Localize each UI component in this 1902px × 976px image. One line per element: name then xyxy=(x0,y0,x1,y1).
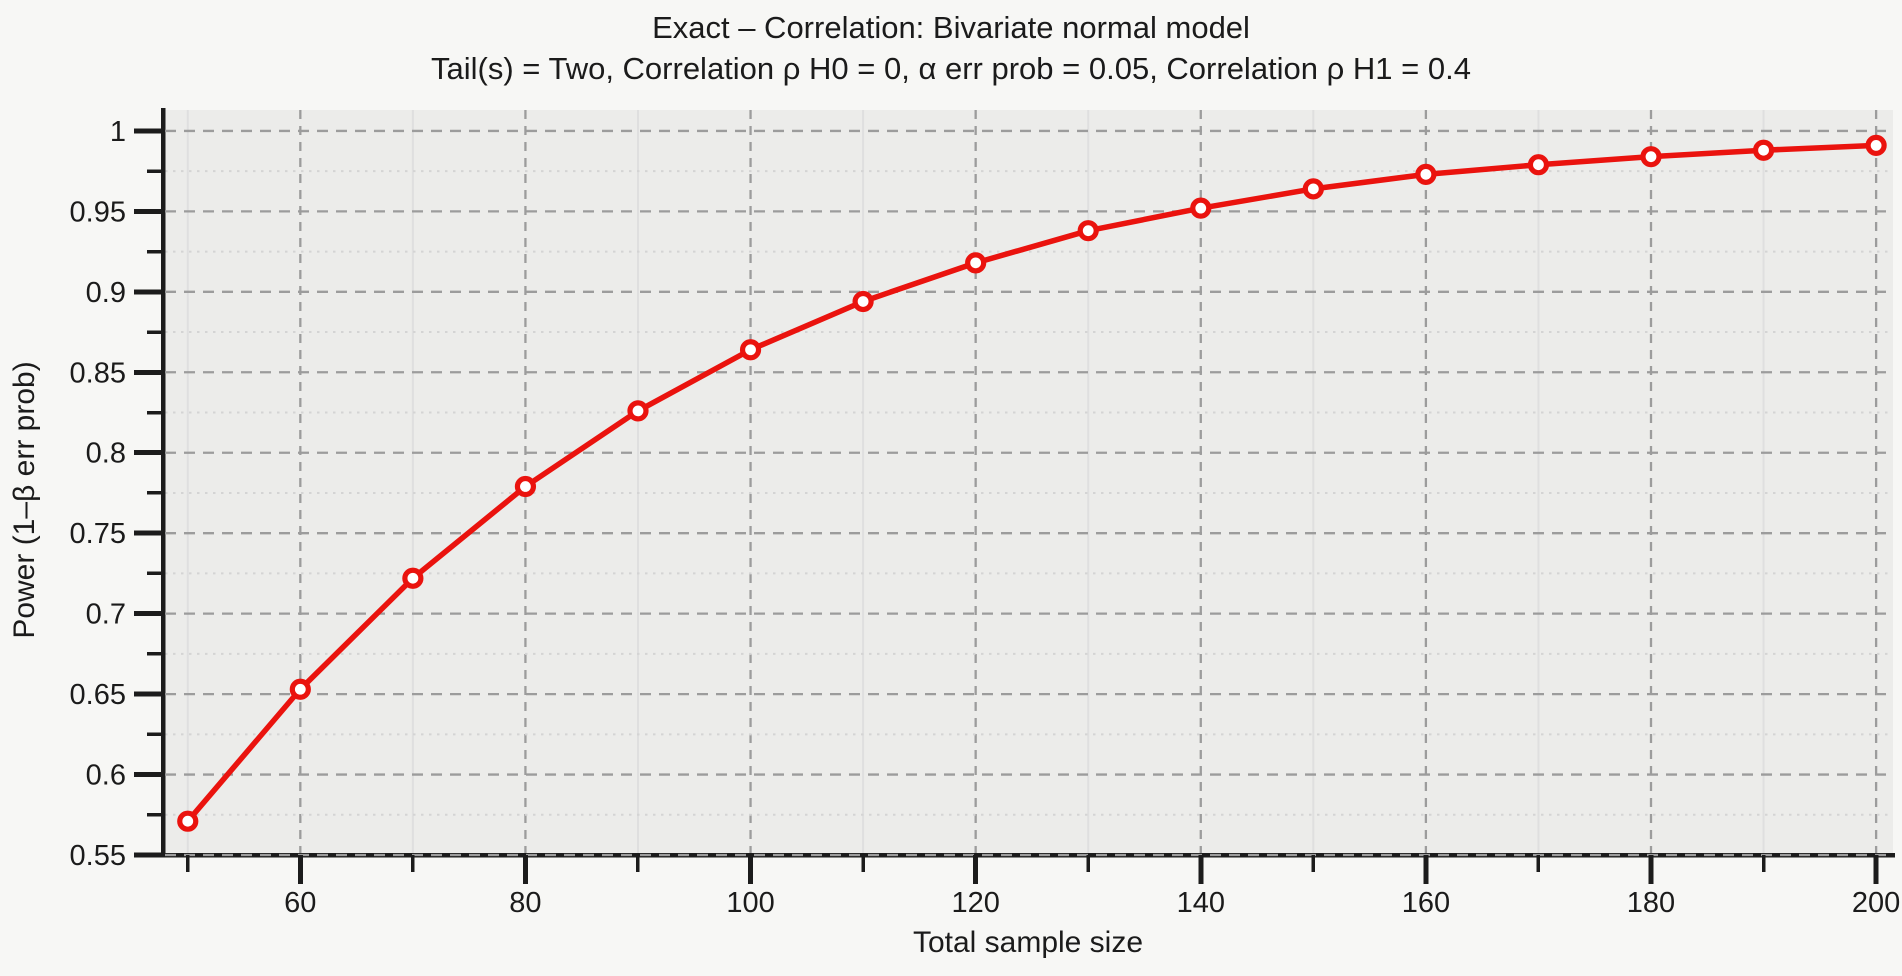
data-point xyxy=(1415,163,1437,185)
x-tick-label: 120 xyxy=(951,887,999,919)
y-tick-label: 1 xyxy=(110,116,126,148)
x-tick-label: 180 xyxy=(1627,887,1675,919)
x-tick-label: 160 xyxy=(1402,887,1450,919)
x-tick-label: 60 xyxy=(284,887,316,919)
y-axis-title: Power (1–β err prob) xyxy=(8,361,41,638)
y-tick-label: 0.75 xyxy=(70,518,126,550)
y-tick-label: 0.95 xyxy=(70,196,126,228)
data-point xyxy=(1865,134,1887,156)
data-point xyxy=(402,567,424,589)
y-tick-label: 0.6 xyxy=(86,760,126,792)
y-tick-label: 0.8 xyxy=(86,438,126,470)
chart-title: Exact – Correlation: Bivariate normal mo… xyxy=(652,10,1250,45)
chart-subtitle: Tail(s) = Two, Correlation ρ H0 = 0, α e… xyxy=(431,51,1471,86)
data-point xyxy=(177,810,199,832)
data-point xyxy=(514,475,537,498)
data-point xyxy=(852,290,874,313)
x-tick-label: 200 xyxy=(1852,887,1900,919)
data-point xyxy=(1527,154,1550,176)
data-point xyxy=(1302,178,1324,200)
data-point xyxy=(1077,220,1099,242)
x-tick-label: 80 xyxy=(509,887,541,919)
data-point xyxy=(739,339,762,361)
data-point xyxy=(289,678,311,700)
plot-area xyxy=(163,110,1893,855)
x-tick-label: 140 xyxy=(1177,887,1225,919)
x-tick-label: 100 xyxy=(726,887,774,919)
y-tick-label: 0.9 xyxy=(86,277,126,309)
power-curve xyxy=(185,142,1879,824)
y-tick-label: 0.7 xyxy=(86,599,126,631)
y-tick-label: 0.65 xyxy=(70,679,126,711)
data-point xyxy=(1752,139,1775,161)
y-tick-label: 0.55 xyxy=(70,840,126,872)
y-tick-label: 0.85 xyxy=(70,357,126,389)
data-point xyxy=(627,400,649,422)
data-point xyxy=(1640,146,1662,168)
x-axis-title: Total sample size xyxy=(913,926,1143,959)
data-point xyxy=(965,252,987,274)
data-point xyxy=(1190,197,1212,219)
